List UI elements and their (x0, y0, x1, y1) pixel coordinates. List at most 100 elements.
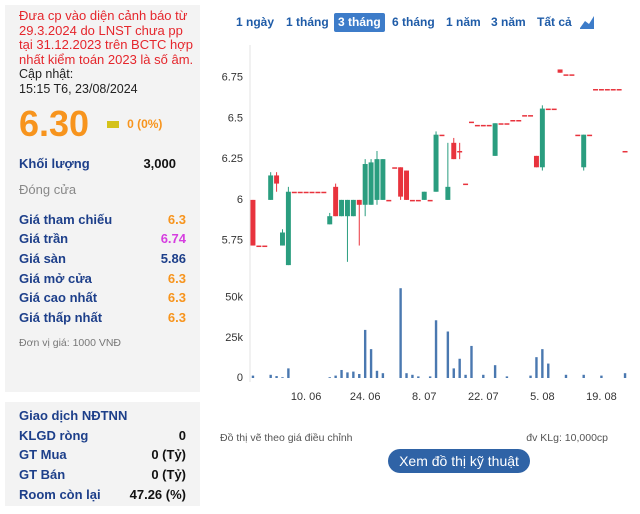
candle-body (498, 123, 504, 125)
candle-body (285, 191, 291, 266)
candle-body (439, 134, 445, 137)
candle-body (356, 199, 362, 205)
candle-body (480, 124, 486, 127)
candle-body (522, 115, 528, 117)
stat-value: 6.3 (167, 270, 186, 286)
tab[interactable]: 3 năm (491, 15, 526, 29)
volume-bar (340, 369, 343, 378)
stat-row: Giá mở cửa 6.3 (19, 269, 200, 289)
stat-label: Giá tham chiếu (19, 211, 113, 227)
candle-body (593, 89, 598, 91)
volume-bar (582, 374, 585, 378)
candle-body (386, 199, 392, 202)
volume: 3,000 (143, 156, 176, 171)
change: 0 (0%) (127, 117, 163, 131)
candle-body (398, 167, 404, 197)
volume-bar (541, 349, 544, 378)
volume-bar (482, 374, 485, 378)
volume-bar (434, 320, 438, 378)
x-tick-label: 8. 07 (412, 391, 436, 403)
volume-bar (281, 377, 284, 378)
candle-body (256, 245, 262, 248)
volume-tick-label: 25k (225, 332, 243, 344)
volume-bar (529, 375, 532, 378)
foreign-panel: Giao dịch NĐTNN KLGD ròng 0 GT Mua 0 (Tỷ) GT… (5, 402, 200, 506)
stat-value: 6.3 (167, 310, 186, 326)
candle-body (404, 170, 409, 200)
status: Đóng cửa (19, 181, 77, 197)
tab[interactable]: 6 tháng (392, 15, 435, 29)
foreign-label: KLGD ròng (19, 427, 89, 443)
candle-body (268, 175, 274, 200)
candle-body (380, 159, 386, 200)
volume-label: Khối lượng (19, 156, 90, 171)
foreign-value: 0 (Tỷ) (151, 467, 186, 483)
stat-value: 6.3 (167, 290, 186, 306)
tab[interactable]: 1 tháng (286, 15, 329, 29)
stat-label: Giá cao nhất (19, 290, 98, 306)
candle-body (528, 115, 534, 117)
warning: Đưa cp vào diện cảnh báo từ 29.3.2024 do… (19, 8, 194, 67)
candle-body (463, 183, 469, 186)
candle-body (297, 191, 303, 194)
candle-body (604, 89, 610, 91)
chart-icon[interactable] (578, 13, 596, 31)
foreign-value: 47.26 (%) (129, 486, 186, 502)
tech-chart-button[interactable]: Xem đồ thị kỹ thuật (388, 449, 530, 473)
foreign-label: GT Bán (19, 467, 66, 483)
candle-body (469, 121, 474, 124)
volume-bar (428, 376, 432, 378)
candle-body (315, 191, 321, 194)
candle-body (451, 142, 457, 160)
volume-bar (287, 368, 290, 378)
volume-bar (458, 358, 461, 378)
stat-row: Giá trần 6.74 (19, 229, 200, 249)
volume-bar (623, 373, 627, 378)
stat-value: 6.3 (167, 211, 186, 227)
candle-body (327, 216, 333, 225)
volume-bar (505, 376, 509, 378)
volume-bar (346, 372, 349, 378)
foreign-value: 0 (Tỷ) (151, 447, 186, 463)
stat-value: 5.86 (160, 251, 186, 267)
x-tick-label: 10. 06 (291, 391, 322, 403)
volume-bar (375, 370, 379, 378)
foreign-label: Room còn lại (19, 486, 101, 502)
volume-unit: đv KLg: 10,000cp (526, 432, 608, 444)
tab[interactable]: 1 ngày (236, 15, 275, 29)
candle-body (598, 89, 604, 91)
update-time: 15:15 T6, 23/08/2024 (19, 81, 138, 96)
volume-bar (411, 374, 414, 378)
candle-body (616, 89, 622, 91)
candle-body (350, 199, 356, 217)
tab[interactable]: Tất cả (537, 15, 572, 29)
volume-bar (275, 376, 278, 378)
candle-body (622, 150, 628, 153)
foreign-row: GT Mua 0 (Tỷ) (19, 445, 200, 465)
candle-body (569, 74, 575, 76)
candle-body (545, 108, 551, 111)
candle-body (587, 134, 593, 137)
foreign-title: Giao dịch NĐTNN (19, 408, 128, 423)
foreign-row: KLGD ròng 0 (19, 426, 200, 446)
volume-bar (399, 288, 402, 378)
volume-tick-label: 0 (237, 372, 243, 384)
volume-bar (600, 375, 603, 378)
candle-body (333, 186, 339, 217)
volume-bar (446, 331, 450, 378)
candle-body (563, 74, 569, 76)
candle-body (457, 150, 463, 153)
foreign-row: Room còn lại 47.26 (%) (19, 485, 200, 505)
candle-body (427, 199, 433, 202)
price: 6.30 (19, 103, 90, 144)
candle-body (610, 89, 616, 91)
tab[interactable]: 3 tháng (334, 13, 385, 32)
stat-label: Giá mở cửa (19, 270, 92, 286)
x-tick-label: 19. 08 (586, 391, 617, 403)
tab[interactable]: 1 năm (446, 15, 481, 29)
candle-body (321, 191, 327, 194)
volume-tick-label: 50k (225, 292, 243, 304)
x-tick-label: 24. 06 (350, 391, 381, 403)
volume-bar (470, 345, 473, 378)
